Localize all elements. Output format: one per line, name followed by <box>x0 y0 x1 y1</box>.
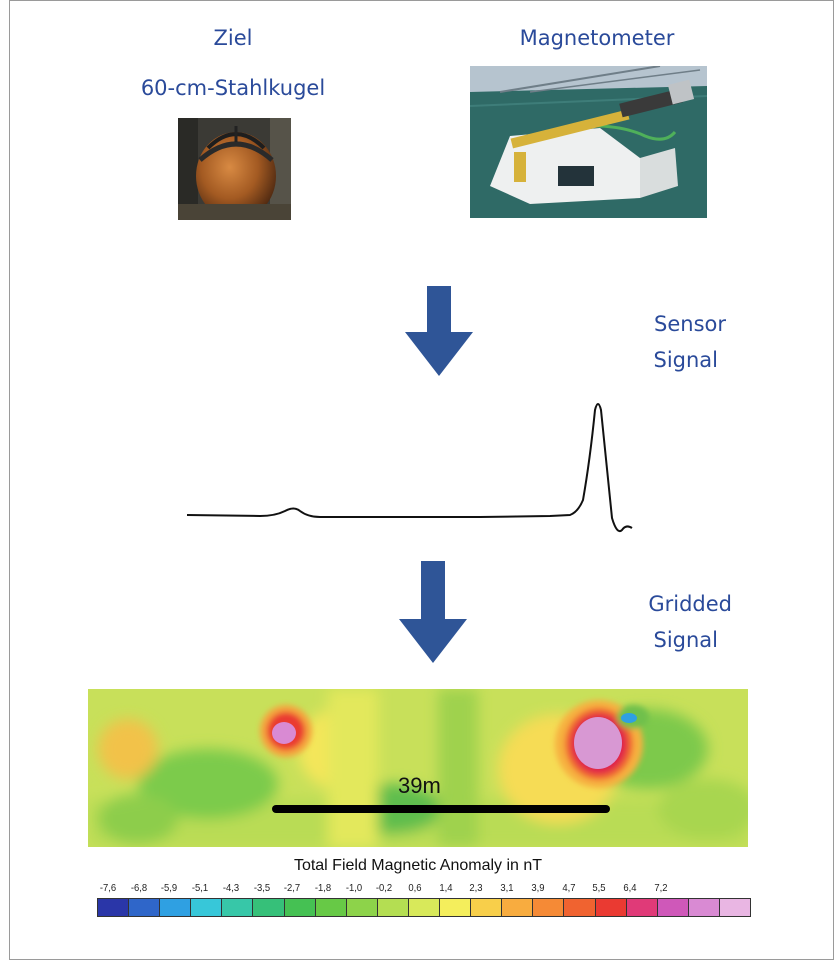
legend-tick: -7,6 <box>99 882 117 894</box>
arrow-down-icon-2 <box>399 561 467 663</box>
legend-tick: 7,2 <box>654 882 668 894</box>
colorbar-swatch <box>719 899 750 916</box>
gridded-label-line2: Signal <box>653 628 718 652</box>
colorbar-swatch <box>564 899 596 916</box>
legend-tick: -5,1 <box>191 882 209 894</box>
target-heading: Ziel <box>213 26 253 50</box>
legend-tick: 3,9 <box>531 882 545 894</box>
magnetometer-label: Magnetometer <box>519 26 675 50</box>
colorbar-swatch <box>315 899 347 916</box>
colorbar-swatch <box>657 899 689 916</box>
colorbar-swatch <box>222 899 254 916</box>
sensor-label-line2: Signal <box>653 348 718 372</box>
gridded-label-line1: Gridded <box>648 592 732 616</box>
colorbar-swatch <box>688 899 720 916</box>
colorbar-swatch <box>129 899 161 916</box>
colorbar-swatch <box>346 899 378 916</box>
colorbar-swatch <box>471 899 503 916</box>
legend-tick: 1,4 <box>439 882 453 894</box>
colorbar-swatch <box>377 899 409 916</box>
legend-tick: 2,3 <box>469 882 483 894</box>
colorbar-swatch <box>98 899 130 916</box>
steel-sphere-photo <box>178 118 291 220</box>
colorbar-swatch <box>191 899 223 916</box>
legend-title: Total Field Magnetic Anomaly in nT <box>293 857 543 874</box>
steel-sphere-image <box>178 118 291 220</box>
legend-tick: -1,8 <box>314 882 332 894</box>
colorbar-swatch <box>253 899 285 916</box>
colorbar-swatch <box>284 899 316 916</box>
anomaly-map-image <box>88 689 748 847</box>
colorbar-swatch <box>533 899 565 916</box>
legend-colorbar <box>97 898 751 917</box>
legend-tick: -0,2 <box>376 882 393 894</box>
legend-tick: -2,7 <box>284 882 301 894</box>
colorbar-swatch <box>502 899 534 916</box>
legend-tick: 4,7 <box>561 882 576 894</box>
colorbar-swatch <box>626 899 658 916</box>
legend-tick: 6,4 <box>623 882 637 894</box>
magnetometer-image <box>470 66 707 218</box>
colorbar-swatch <box>160 899 192 916</box>
legend-tick: -3,5 <box>253 882 270 894</box>
colorbar-swatch <box>595 899 627 916</box>
sensor-signal-trace <box>186 403 633 533</box>
magnetometer-photo <box>470 66 707 218</box>
target-name: 60-cm-Stahlkugel <box>140 76 326 100</box>
legend-tick: 3,1 <box>500 882 514 894</box>
colorbar-swatch <box>408 899 441 916</box>
scale-label: 39m <box>398 773 441 798</box>
colorbar-swatch <box>440 899 472 916</box>
gridded-anomaly-map: 39m <box>88 689 748 847</box>
legend-tick: 5,5 <box>592 882 606 894</box>
sensor-label-line1: Sensor <box>654 312 726 336</box>
arrow-down-icon <box>405 286 473 376</box>
legend-tick: -5,9 <box>161 882 178 894</box>
legend-tick: 0,6 <box>408 882 422 894</box>
legend-tick: -4,3 <box>222 882 239 894</box>
legend-tick: -6,8 <box>130 882 147 894</box>
legend-tick: -1,0 <box>345 882 362 894</box>
